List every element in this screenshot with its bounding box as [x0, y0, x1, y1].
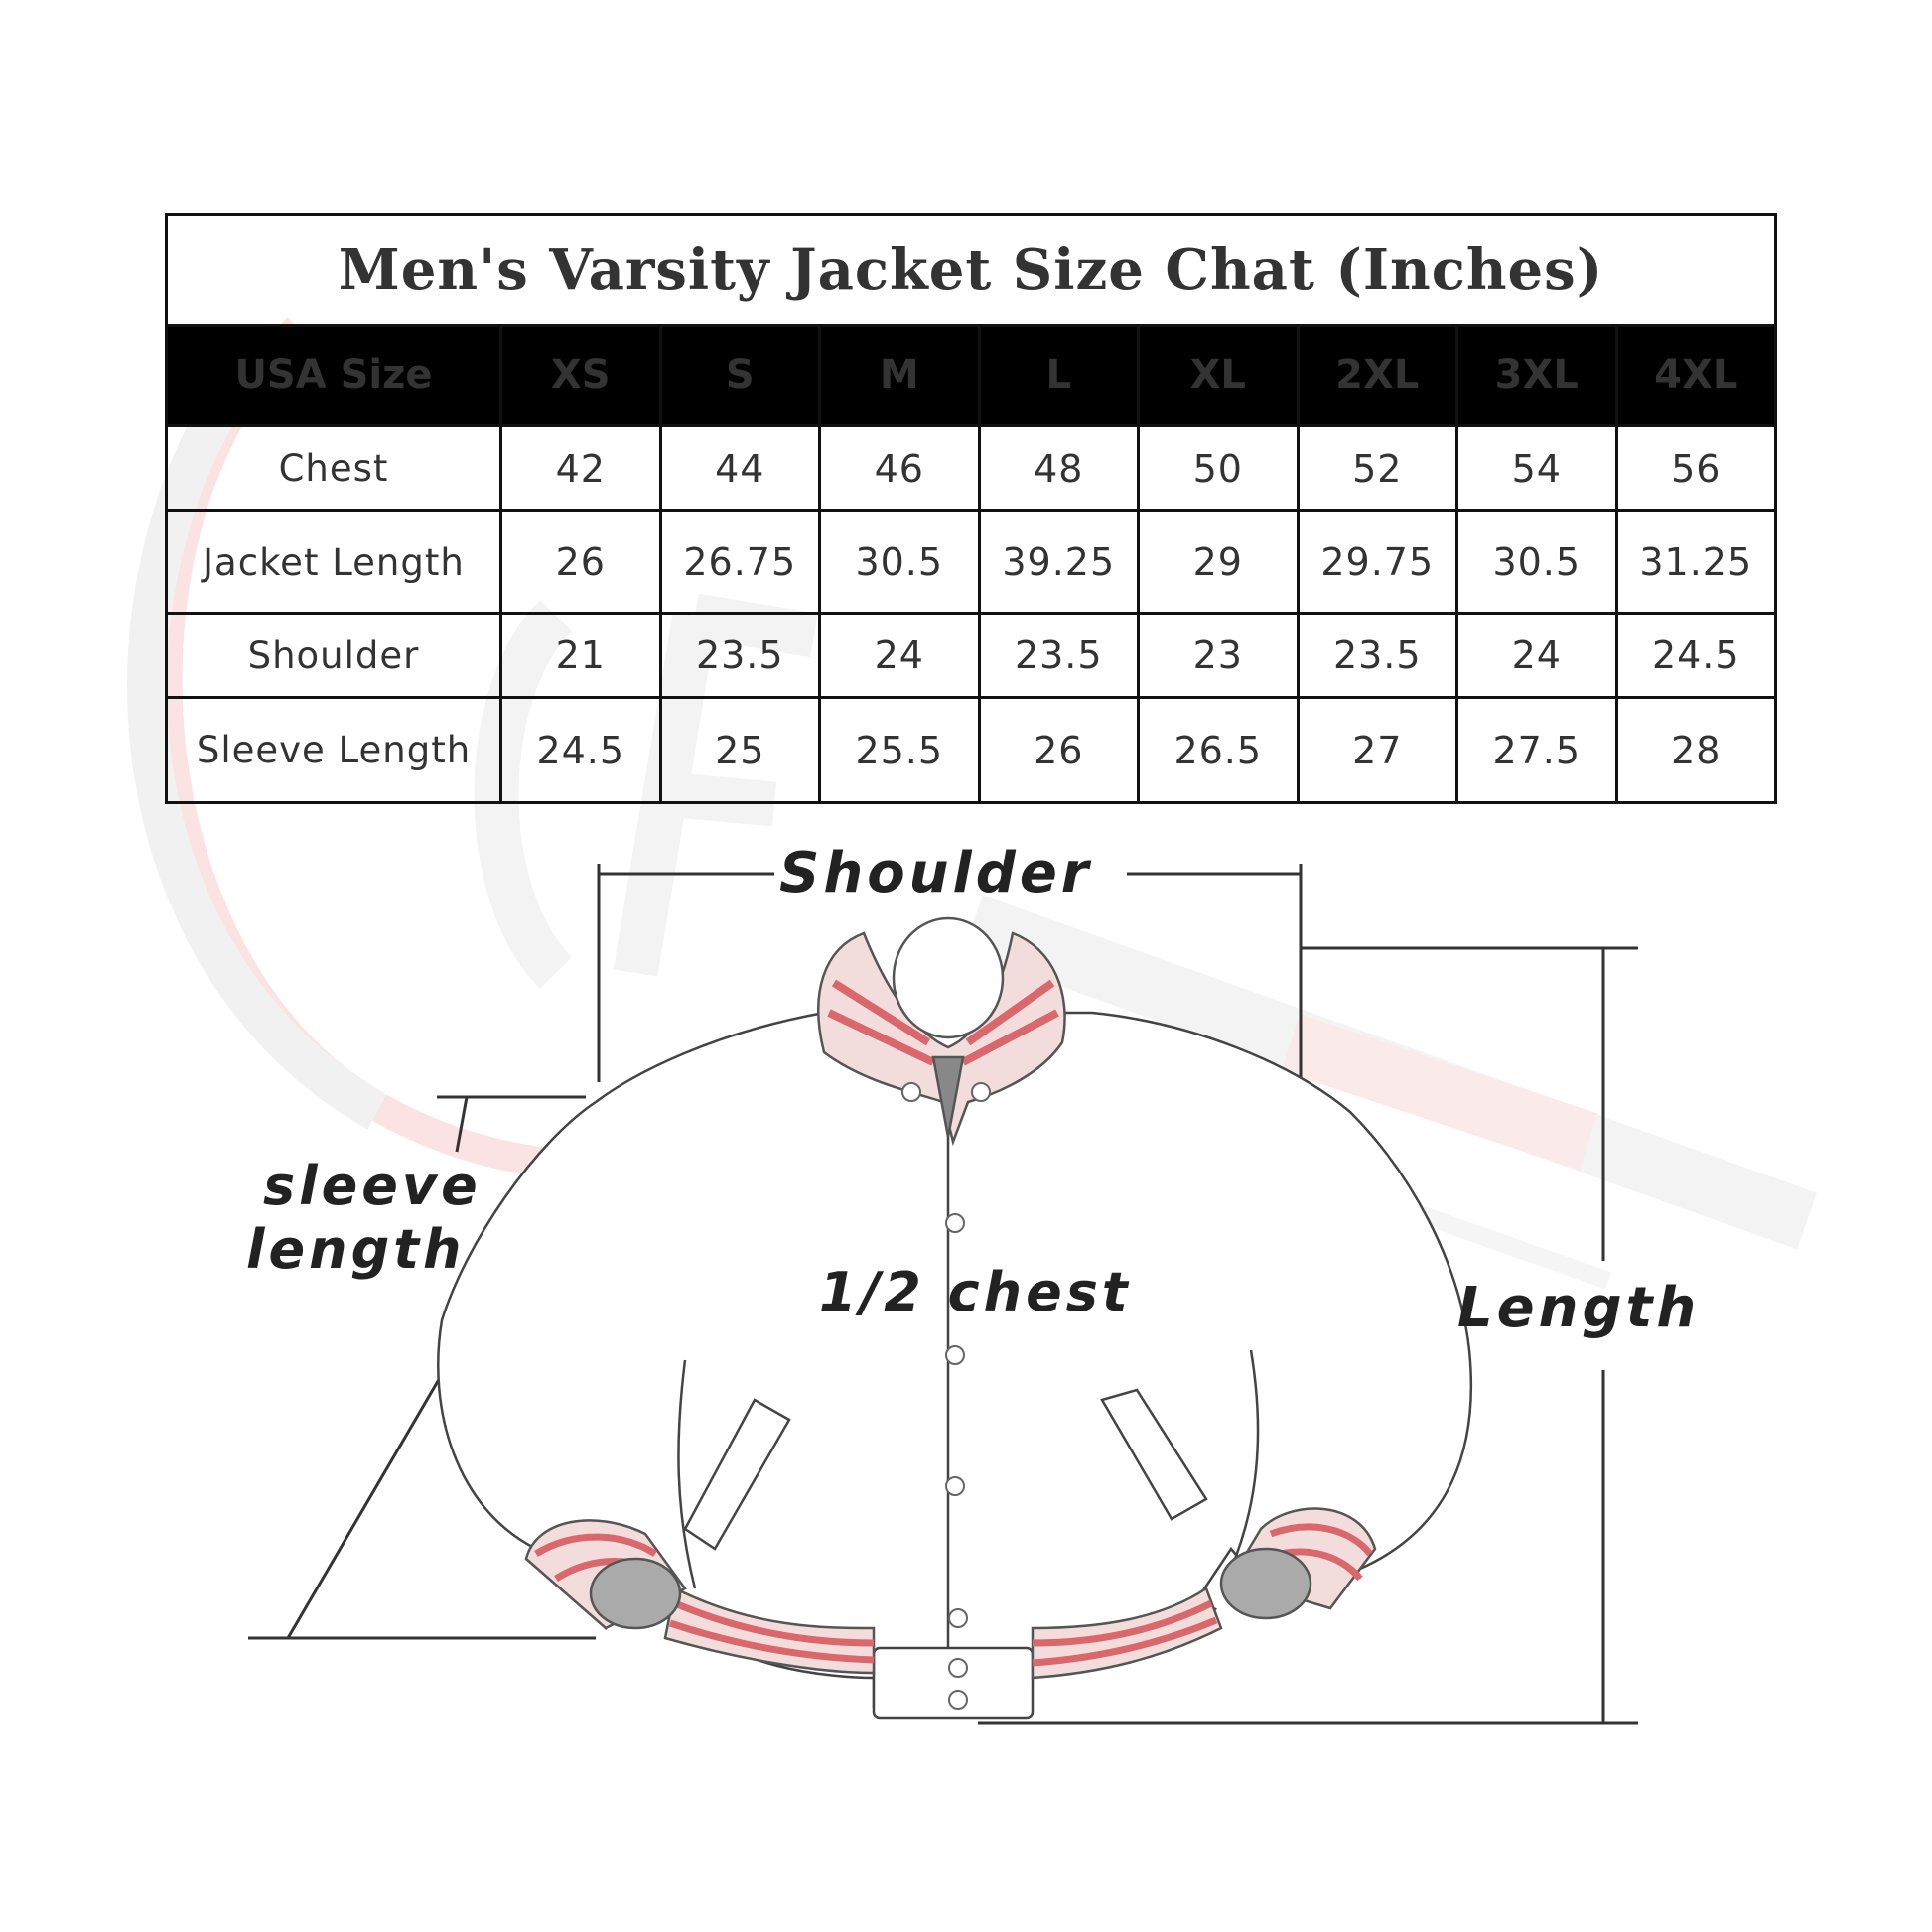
row-label: Chest: [165, 424, 502, 512]
cell: 23: [1137, 612, 1300, 699]
cell: 24: [818, 612, 981, 699]
header-size: 4XL: [1614, 324, 1777, 427]
length-measure-line: [978, 946, 1638, 1725]
cell: 31.25: [1614, 509, 1777, 615]
table-row-sleeve-length: Sleeve Length 24.5 25 25.5 26 26.5 27 27…: [165, 696, 1777, 804]
jacket-body: [437, 1011, 1473, 1720]
cell: 25: [658, 696, 821, 804]
cell: 29: [1137, 509, 1300, 615]
shoulder-label: Shoulder: [779, 841, 1093, 905]
cell: 26.5: [1137, 696, 1300, 804]
cell: 23.5: [1296, 612, 1458, 699]
cell: 27.5: [1455, 696, 1618, 804]
row-label: Shoulder: [165, 612, 502, 699]
waistband: [663, 1587, 1223, 1680]
header-size: S: [658, 324, 821, 427]
cell: 25.5: [818, 696, 981, 804]
header-size: L: [977, 324, 1140, 427]
cell: 44: [658, 424, 821, 512]
cell: 48: [977, 424, 1140, 512]
chart-title: Men's Varsity Jacket Size Chat (Inches): [165, 213, 1777, 327]
sleeve-length-label-line2: length: [246, 1218, 466, 1281]
cell: 21: [499, 612, 662, 699]
cuffs: [524, 1507, 1377, 1630]
cell: 26: [499, 509, 662, 615]
header-size: 2XL: [1296, 324, 1458, 427]
header-size: M: [818, 324, 981, 427]
sleeve-measure-line: [248, 1095, 596, 1640]
cell: 23.5: [977, 612, 1140, 699]
cell: 24.5: [1614, 612, 1777, 699]
cell: 24: [1455, 612, 1618, 699]
collar: [817, 916, 1066, 1147]
cell: 28: [1614, 696, 1777, 804]
buttons: [901, 1082, 991, 1710]
cell: 56: [1614, 424, 1777, 512]
cell: 46: [818, 424, 981, 512]
cell: 30.5: [1455, 509, 1618, 615]
table-row-chest: Chest 42 44 46 48 50 52 54 56: [165, 424, 1777, 512]
header-size: 3XL: [1455, 324, 1618, 427]
table-row-jacket-length: Jacket Length 26 26.75 30.5 39.25 29 29.…: [165, 509, 1777, 615]
cell: 26: [977, 696, 1140, 804]
header-row: USA Size XS S M L XL 2XL 3XL 4XL: [165, 324, 1777, 427]
cell: 52: [1296, 424, 1458, 512]
length-label: Length: [1457, 1276, 1701, 1340]
half-chest-label: 1/2 chest: [819, 1261, 1132, 1323]
jacket-diagram: [248, 864, 1638, 1725]
header-size: XL: [1137, 324, 1300, 427]
cell: 23.5: [658, 612, 821, 699]
cell: 24.5: [499, 696, 662, 804]
cell: 30.5: [818, 509, 981, 615]
cell: 27: [1296, 696, 1458, 804]
cell: 29.75: [1296, 509, 1458, 615]
header-usa-size: USA Size: [165, 324, 502, 427]
shoulder-measure-line: [597, 864, 1303, 1102]
cell: 39.25: [977, 509, 1140, 615]
row-label: Sleeve Length: [165, 696, 502, 804]
cell: 50: [1137, 424, 1300, 512]
row-label: Jacket Length: [165, 509, 502, 615]
header-size: XS: [499, 324, 662, 427]
size-chart-table: Men's Varsity Jacket Size Chat (Inches) …: [165, 213, 1777, 804]
table-row-shoulder: Shoulder 21 23.5 24 23.5 23 23.5 24 24.5: [165, 612, 1777, 699]
sleeve-length-label-line1: sleeve: [263, 1155, 482, 1217]
cell: 26.75: [658, 509, 821, 615]
cell: 42: [499, 424, 662, 512]
cell: 54: [1455, 424, 1618, 512]
